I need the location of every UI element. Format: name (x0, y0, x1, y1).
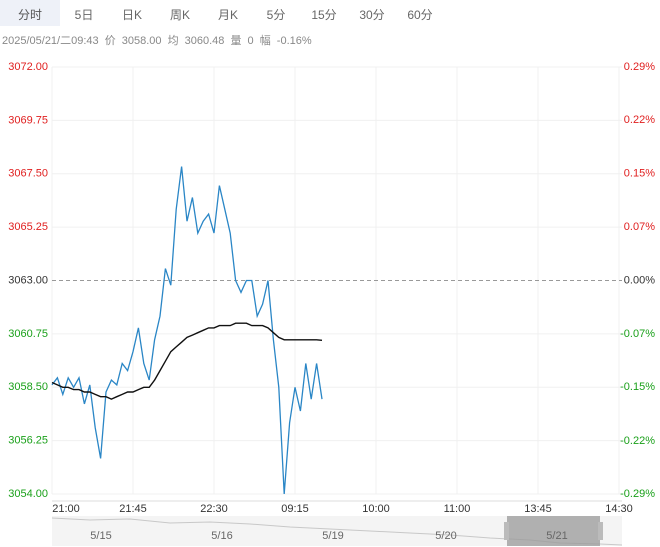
vol-label: 量 (230, 35, 242, 47)
y2-tick-label: 0.15% (624, 168, 655, 180)
x-tick-label: 21:45 (119, 503, 147, 515)
info-line: 2025/05/21/二09:43 价 3058.00 均 3060.48 量 … (2, 32, 315, 48)
navigator-handle[interactable] (504, 522, 509, 540)
y2-tick-label: -0.07% (620, 328, 655, 340)
y-tick-label: 3067.50 (8, 168, 48, 180)
y-tick-label: 3069.75 (8, 114, 48, 126)
tab-bar: 分时 5日 日K 周K 月K 5分 15分 30分 60分 (0, 0, 660, 26)
x-tick-label: 22:30 (200, 503, 228, 515)
tab[interactable]: 月K (217, 8, 238, 22)
y-tick-label: 3056.25 (8, 435, 48, 447)
tab[interactable]: 30分 (359, 8, 385, 22)
series-line (51, 322, 323, 400)
y-tick-label: 3058.50 (8, 381, 48, 393)
x-tick-label: 13:45 (524, 503, 552, 515)
tab[interactable]: 分时 (0, 0, 60, 26)
price-label: 价 (104, 35, 116, 47)
vol: 0 (247, 35, 254, 47)
y2-tick-label: -0.15% (620, 381, 655, 393)
x-tick-label: 11:00 (444, 503, 471, 515)
y-tick-label: 3072.00 (8, 61, 48, 73)
navigator-date: 5/15 (90, 530, 111, 542)
navigator-date: 5/20 (435, 530, 456, 542)
navigator-date: 5/19 (322, 530, 343, 542)
navigator-date: 5/16 (211, 530, 232, 542)
tab[interactable]: 周K (169, 8, 190, 22)
tab[interactable]: 5分 (266, 8, 286, 22)
navigator-window[interactable] (507, 516, 600, 546)
y-tick-label: 3054.00 (8, 488, 48, 500)
y2-tick-label: 0.00% (624, 274, 655, 286)
navigator-handle[interactable] (598, 522, 603, 540)
y-tick-label: 3060.75 (8, 328, 48, 340)
tab[interactable]: 60分 (407, 8, 433, 22)
avg: 3060.48 (184, 35, 225, 47)
amp-label: 幅 (259, 35, 271, 47)
y2-tick-label: 0.29% (624, 61, 655, 73)
tab[interactable]: 5日 (74, 8, 94, 22)
y2-tick-label: 0.07% (624, 221, 655, 233)
amp: -0.16% (276, 35, 312, 47)
tab[interactable]: 15分 (311, 8, 337, 22)
x-tick-label: 14:30 (605, 503, 633, 515)
x-tick-label: 10:00 (362, 503, 390, 515)
x-tick-label: 09:15 (281, 503, 309, 515)
navigator-date: 5/21 (546, 530, 567, 542)
y2-tick-label: 0.22% (624, 114, 655, 126)
y-tick-label: 3065.25 (8, 221, 48, 233)
avg-label: 均 (167, 35, 179, 47)
y2-tick-label: -0.29% (620, 488, 655, 500)
y2-tick-label: -0.22% (620, 435, 655, 447)
tab[interactable]: 日K (121, 8, 142, 22)
y-tick-label: 3063.00 (8, 274, 48, 286)
datetime: 2025/05/21/二09:43 (2, 35, 99, 47)
series-line (51, 166, 323, 495)
price: 3058.00 (121, 35, 162, 47)
x-tick-label: 21:00 (52, 503, 80, 515)
